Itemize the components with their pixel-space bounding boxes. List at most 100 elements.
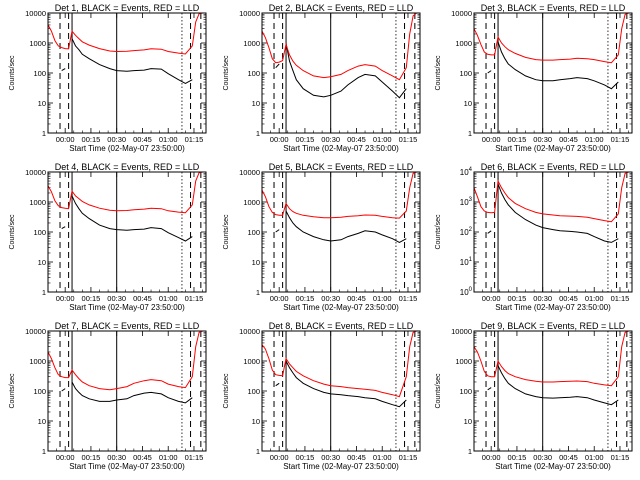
plot-frame [261,330,421,452]
x-tick-label: 00:30 [321,135,340,144]
x-tick-label: 00:15 [296,135,315,144]
plot-frame [47,12,207,134]
series-lld-line [47,12,206,55]
y-axis-label: Counts/sec [9,373,16,409]
y-axis-label: Counts/sec [435,214,442,250]
detector-panel-7: Det 7, BLACK = Events, RED = LLD Counts/s… [9,321,207,471]
series-lld-line [47,330,206,391]
x-tick-label: 01:15 [399,135,418,144]
y-tick-label: 10000 [25,168,46,177]
y-tick-label: 10000 [451,9,472,18]
y-tick-label: 1000 [243,198,260,207]
series-events-line [275,42,407,99]
x-tick-label: 01:15 [611,453,630,462]
x-axis-label: Start Time (02-May-07 23:50:00) [283,303,399,312]
y-tick-label: 1 [256,288,260,297]
series-events-line [487,365,619,406]
x-tick-label: 00:45 [559,453,578,462]
y-tick-label: 103 [460,197,473,207]
y-tick-label: 1000 [29,357,46,366]
y-axis-label: Counts/sec [223,373,230,409]
series-lld-line [47,171,206,214]
detector-panel-9: Det 9, BLACK = Events, RED = LLD Counts/s… [435,321,633,471]
x-axis-label: Start Time (02-May-07 23:50:00) [69,462,185,471]
x-tick-label: 00:00 [56,294,75,303]
x-tick-label: 01:15 [399,453,418,462]
y-tick-label: 1000 [243,39,260,48]
plot-frame [473,12,633,134]
x-tick-label: 00:30 [533,294,552,303]
panel-title: Det 5, BLACK = Events, RED = LLD [269,162,414,172]
series-events-line [487,183,619,243]
x-tick-label: 01:15 [185,135,204,144]
y-tick-label: 1 [42,288,46,297]
x-tick-label: 01:00 [585,453,604,462]
x-tick-label: 00:15 [296,453,315,462]
detector-panel-4: Det 4, BLACK = Events, RED = LLD Counts/s… [9,162,207,312]
y-tick-label: 100 [247,387,260,396]
series-events-line [61,38,193,84]
x-axis-label: Start Time (02-May-07 23:50:00) [495,303,611,312]
series-lld-line [473,12,632,64]
y-axis-label: Counts/sec [9,214,16,250]
x-tick-label: 01:00 [159,294,178,303]
y-tick-label: 100 [459,387,472,396]
plot-frame [261,12,421,134]
panel-title: Det 4, BLACK = Events, RED = LLD [55,162,200,172]
x-tick-label: 00:30 [107,294,126,303]
x-tick-label: 01:00 [373,294,392,303]
panel-title: Det 3, BLACK = Events, RED = LLD [481,3,626,13]
x-tick-label: 00:45 [559,294,578,303]
x-tick-label: 00:00 [270,294,289,303]
x-tick-label: 00:15 [508,294,527,303]
x-tick-label: 01:00 [159,453,178,462]
x-tick-label: 00:45 [559,135,578,144]
y-tick-label: 10 [464,99,472,108]
panel-title: Det 7, BLACK = Events, RED = LLD [55,321,200,331]
detector-panel-1: Det 1, BLACK = Events, RED = LLD Counts/s… [9,3,207,153]
x-tick-label: 00:00 [56,135,75,144]
y-axis-label: Counts/sec [9,55,16,91]
x-tick-label: 01:15 [611,294,630,303]
y-tick-label: 10000 [239,9,260,18]
y-tick-exponent: 4 [469,167,473,173]
x-tick-label: 00:15 [82,453,101,462]
x-tick-label: 00:45 [133,135,152,144]
y-tick-label: 1000 [455,39,472,48]
x-axis-label: Start Time (02-May-07 23:50:00) [283,462,399,471]
y-tick-label: 10 [38,258,46,267]
x-tick-label: 00:15 [296,294,315,303]
y-tick-label: 10 [38,417,46,426]
y-tick-label: 100 [33,69,46,78]
x-tick-label: 00:15 [82,294,101,303]
y-tick-exponent: 1 [469,257,473,263]
x-tick-label: 00:45 [133,453,152,462]
detector-panel-2: Det 2, BLACK = Events, RED = LLD Counts/s… [223,3,421,153]
x-tick-label: 01:00 [159,135,178,144]
x-tick-label: 01:15 [399,294,418,303]
y-axis-label: Counts/sec [435,55,442,91]
x-tick-label: 01:00 [373,135,392,144]
x-tick-label: 00:15 [508,135,527,144]
series-lld-line [261,171,420,219]
y-tick-label: 100 [247,69,260,78]
series-events-line [275,360,407,408]
panel-title: Det 2, BLACK = Events, RED = LLD [269,3,414,13]
y-tick-label: 10 [252,258,260,267]
series-events-line [487,41,619,90]
x-axis-label: Start Time (02-May-07 23:50:00) [69,144,185,153]
y-tick-label: 10000 [25,9,46,18]
series-lld-line [473,330,632,387]
y-tick-label: 10000 [239,327,260,336]
plot-frame [47,330,207,452]
y-axis-label: Counts/sec [223,214,230,250]
panel-title: Det 8, BLACK = Events, RED = LLD [269,321,414,331]
y-tick-label: 1 [42,447,46,456]
series-lld-line [261,330,420,398]
y-tick-label: 101 [460,257,473,267]
x-tick-label: 00:00 [270,135,289,144]
x-tick-label: 00:00 [482,135,501,144]
x-tick-label: 01:00 [585,294,604,303]
series-events-line [275,210,407,243]
